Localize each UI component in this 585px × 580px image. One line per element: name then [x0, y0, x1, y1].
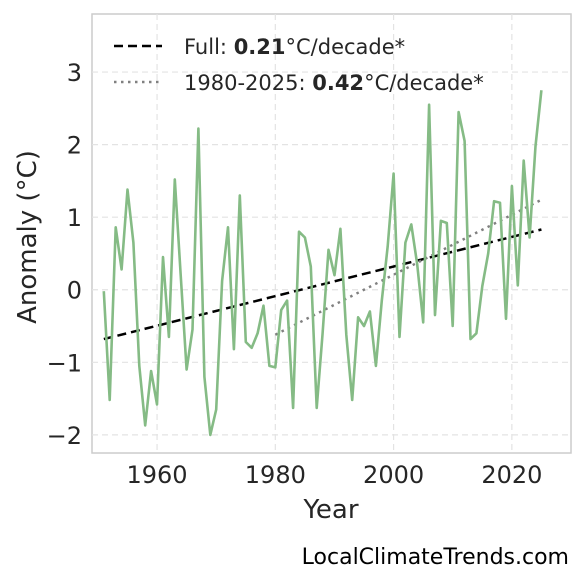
legend-label-recent: 1980-2025: 0.42°C/decade* [184, 71, 484, 95]
series-line [102, 90, 543, 437]
legend-recent-value: 0.42 [312, 71, 364, 95]
y-tick-label: 0 [67, 277, 82, 305]
legend-full-name: Full [184, 35, 220, 59]
y-ticks: −2 −1 0 1 2 3 [47, 59, 82, 450]
legend-label-full: Full: 0.21°C/decade* [184, 35, 405, 59]
x-ticks: 1960 1980 2000 2020 [127, 461, 543, 489]
series [102, 90, 543, 437]
x-tick-label: 2000 [363, 461, 424, 489]
y-tick-label: 1 [67, 204, 82, 232]
legend: Full: 0.21°C/decade* 1980-2025: 0.42°C/d… [114, 35, 484, 95]
x-tick-label: 1960 [127, 461, 188, 489]
x-tick-label: 2020 [481, 461, 542, 489]
legend-recent-name: 1980-2025 [184, 71, 298, 95]
footer-site: LocalClimateTrends.com [301, 545, 569, 570]
legend-full-unit: °C/decade* [286, 35, 406, 59]
y-tick-label: −2 [47, 422, 82, 450]
legend-recent-unit: °C/decade* [364, 71, 484, 95]
trend-line-full [103, 228, 542, 341]
y-axis-label: Anomaly (°C) [13, 150, 43, 324]
y-tick-label: −1 [47, 349, 82, 377]
legend-full-value: 0.21 [234, 35, 286, 59]
y-tick-label: 2 [67, 132, 82, 160]
x-axis-label: Year [302, 495, 358, 525]
trend-line-recent [274, 198, 542, 336]
y-tick-label: 3 [67, 59, 82, 87]
x-tick-label: 1980 [245, 461, 306, 489]
trend-lines [103, 198, 542, 341]
